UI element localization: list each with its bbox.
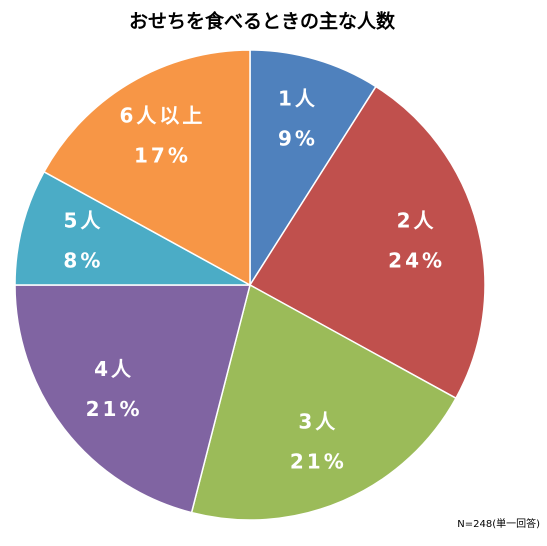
pie-slice	[190, 283, 457, 521]
slice-label: 6人以上	[119, 103, 205, 127]
value-label: 17%	[134, 143, 191, 167]
slice-label: 1人	[278, 86, 318, 110]
chart-title: おせちを食べるときの主な人数	[129, 10, 396, 33]
slice-label: 2人	[397, 209, 437, 233]
slice-label: 4人	[94, 357, 134, 381]
pie-slice	[248, 85, 486, 400]
value-label: 21%	[290, 449, 347, 473]
pie-slice	[249, 49, 377, 288]
value-label: 21%	[86, 397, 143, 421]
pie-slice	[43, 49, 251, 287]
pie-slice	[14, 284, 251, 514]
value-label: 8%	[63, 249, 103, 273]
note: N=248(単一回答)	[457, 517, 540, 530]
value-label: 9%	[278, 126, 318, 150]
slice-label: 3人	[298, 409, 338, 433]
slice-label: 5人	[63, 209, 103, 233]
pie-slice	[14, 170, 251, 286]
value-label: 24%	[388, 249, 445, 273]
